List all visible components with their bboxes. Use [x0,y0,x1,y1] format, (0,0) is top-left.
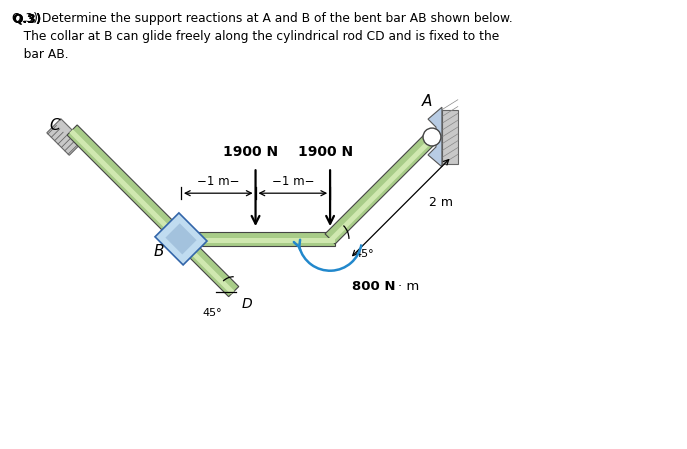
Text: Q.3): Q.3) [12,12,41,25]
Text: −1 m−: −1 m− [197,175,240,188]
Polygon shape [176,232,335,246]
Text: 45°: 45° [202,308,222,317]
Text: −1 m−: −1 m− [271,175,314,188]
Polygon shape [329,136,435,242]
Text: 2 m: 2 m [429,196,453,209]
Text: 1900 N: 1900 N [297,145,352,159]
Text: 1900 N: 1900 N [223,145,278,159]
Polygon shape [67,125,239,297]
Text: 45°: 45° [355,249,374,259]
Text: D: D [242,297,252,311]
Text: 800 N: 800 N [352,280,396,293]
Polygon shape [166,223,196,255]
Polygon shape [47,119,83,155]
Text: B: B [154,244,164,259]
Circle shape [423,128,441,146]
Text: C: C [49,118,60,132]
Polygon shape [325,132,437,244]
Text: A: A [422,94,432,109]
Bar [442,110,458,164]
Polygon shape [176,238,335,243]
Text: The collar at B can glide freely along the cylindrical rod CD and is fixed to th: The collar at B can glide freely along t… [12,30,499,43]
Text: bar AB.: bar AB. [12,48,69,61]
Polygon shape [428,107,442,167]
Polygon shape [155,213,207,265]
Text: Q.3): Q.3) [12,12,41,25]
Polygon shape [69,129,234,295]
Text: Q.3) Determine the support reactions at A and B of the bent bar AB shown below.: Q.3) Determine the support reactions at … [12,12,513,25]
Text: · m: · m [398,280,419,293]
